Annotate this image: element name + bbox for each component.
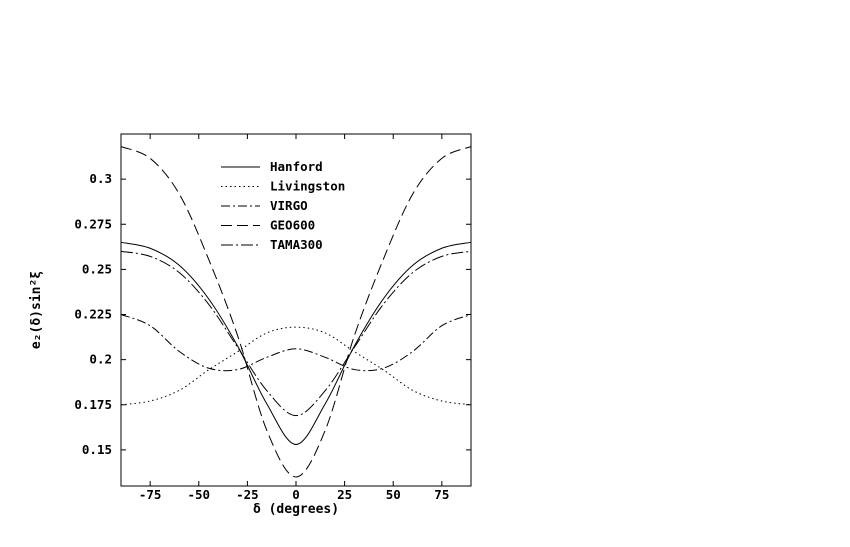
y-tick-label: 0.225 (74, 307, 112, 322)
x-tick-label: -25 (236, 487, 259, 502)
legend-label-geo600: GEO600 (270, 218, 315, 233)
x-tick-label: 0 (292, 487, 300, 502)
y-tick-label: 0.15 (82, 442, 112, 457)
ticks: -75 -50 -25 0 25 50 75 0.15 0.175 0.2 0.225 0.25 0.2… (74, 134, 471, 502)
y-tick-label: 0.175 (74, 397, 112, 412)
y-tick-label: 0.25 (82, 261, 112, 276)
series-line-tama300 (120, 250, 472, 417)
x-tick-label: 50 (386, 487, 401, 502)
x-tick-label: -75 (139, 487, 162, 502)
series-lines (120, 146, 472, 478)
y-tick-label: 0.275 (74, 216, 112, 231)
series-line-hanford (120, 241, 472, 445)
x-tick-label: -50 (187, 487, 210, 502)
legend-label-hanford: Hanford (270, 159, 323, 174)
y-tick-label: 0.3 (89, 171, 112, 186)
series-line-virgo (120, 314, 472, 372)
legend-label-virgo: VIRGO (270, 198, 308, 213)
legend-label-livingston: Livingston (270, 179, 345, 194)
x-tick-label: 75 (434, 487, 449, 502)
legend-label-tama300: TAMA300 (270, 237, 323, 252)
series-line-livingston (120, 326, 472, 406)
series-line-geo600 (120, 146, 472, 478)
x-tick-label: 25 (337, 487, 352, 502)
y-axis-label: e₂(δ)sin²ξ (29, 271, 44, 349)
y-tick-label: 0.2 (89, 352, 112, 367)
x-axis-label: δ (degrees) (253, 502, 339, 517)
legend: Hanford Livingston VIRGO GEO600 TAMA300 (221, 159, 345, 252)
